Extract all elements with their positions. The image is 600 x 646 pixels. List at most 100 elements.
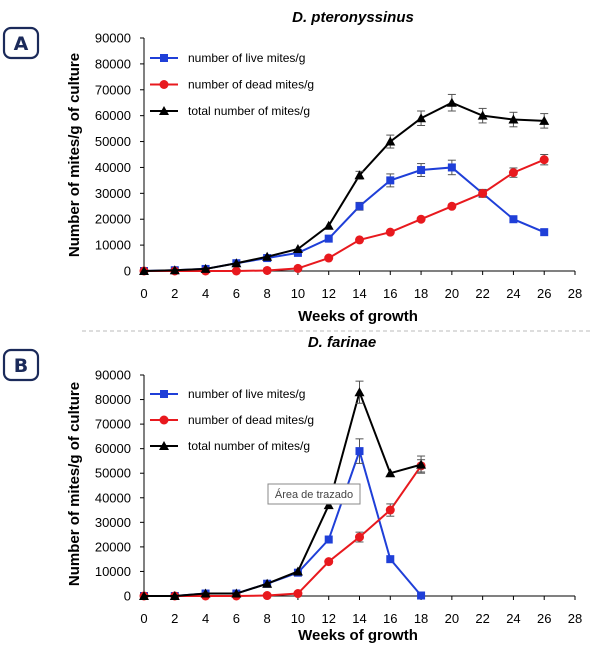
panel-a-x-axis-title: Weeks of growth xyxy=(298,308,418,325)
panel-a-y-tick-label: 20000 xyxy=(95,212,131,227)
panel-a-x-tick-label: 28 xyxy=(568,286,582,301)
panel-b-legend-item: number of dead mites/g xyxy=(150,413,314,427)
panel-b-y-tick-label: 50000 xyxy=(95,466,131,481)
panel-a-legend-label: number of live mites/g xyxy=(188,51,305,65)
panel-b-y-tick-label: 70000 xyxy=(95,417,131,432)
panel-b-y-tick-label: 60000 xyxy=(95,441,131,456)
panel-a-y-tick-label: 60000 xyxy=(95,108,131,123)
panel-a-title: D. pteronyssinus xyxy=(292,9,414,26)
panel-b-y-axis-title: Number of mites/g of culture xyxy=(66,382,83,586)
panel-a-series-dead-point xyxy=(509,168,518,177)
panel-a-legend-item: total number of mites/g xyxy=(150,104,310,118)
panel-a-x-tick-label: 6 xyxy=(233,286,240,301)
panel-a-legend-label: number of dead mites/g xyxy=(188,78,314,92)
panel-b-legend-marker xyxy=(160,390,168,398)
panel-a-series-dead-point xyxy=(478,189,487,198)
panel-b-y-tick-label: 0 xyxy=(124,589,131,604)
panel-b-x-tick-label: 12 xyxy=(321,611,335,626)
panel-b-y-tick-label: 80000 xyxy=(95,392,131,407)
panel-a-x-tick-label: 22 xyxy=(475,286,489,301)
panel-b-series-total-point xyxy=(355,387,365,396)
panel-a-legend-marker xyxy=(160,54,168,62)
panel-b-series-live-point xyxy=(417,592,425,600)
panel-a-x-tick-label: 8 xyxy=(264,286,271,301)
panel-b-series-dead-point xyxy=(293,589,302,598)
panel-a-x-tick-label: 16 xyxy=(383,286,397,301)
panel-a-series-dead-point xyxy=(417,215,426,224)
panel-b-x-tick-label: 8 xyxy=(264,611,271,626)
panel-a-series-dead-point xyxy=(355,235,364,244)
panel-a-x-tick-label: 0 xyxy=(140,286,147,301)
panel-b-badge: B xyxy=(4,350,38,380)
panel-a-series-live xyxy=(140,160,548,275)
tooltip-text: Área de trazado xyxy=(275,488,353,501)
panel-a-series-dead-line xyxy=(144,160,544,271)
panel-a-series-dead xyxy=(140,155,549,276)
panel-b-series-live-point xyxy=(325,536,333,544)
panel-a-series-dead-point xyxy=(386,228,395,237)
panel-b: B D. farinae Number of mites/g of cultur… xyxy=(4,334,582,644)
panel-b-x-tick-label: 14 xyxy=(352,611,366,626)
panel-b-series-live-point xyxy=(356,447,364,455)
panel-b-x-tick-label: 6 xyxy=(233,611,240,626)
panel-b-series-live-line xyxy=(144,451,421,596)
panel-a-series-total-point xyxy=(447,98,457,107)
panel-b-x-tick-label: 18 xyxy=(414,611,428,626)
panel-b-legend-label: number of dead mites/g xyxy=(188,413,314,427)
panel-b-y-tick-label: 10000 xyxy=(95,564,131,579)
plot-area-tooltip: Área de trazado xyxy=(268,484,360,504)
panel-a-x-tick-label: 4 xyxy=(202,286,209,301)
panel-a-series-live-point xyxy=(509,215,517,223)
panel-a-y-tick-label: 80000 xyxy=(95,56,131,71)
panel-b-x-tick-label: 10 xyxy=(291,611,305,626)
panel-a-series-live-point xyxy=(540,228,548,236)
panel-b-y-tick-label: 90000 xyxy=(95,368,131,383)
panel-b-title: D. farinae xyxy=(308,334,376,351)
panel-b-series-live xyxy=(140,439,425,600)
panel-a-legend-label: total number of mites/g xyxy=(188,104,310,118)
panel-a-y-tick-label: 0 xyxy=(124,264,131,279)
panel-a-y-tick-label: 40000 xyxy=(95,160,131,175)
panel-b-x-tick-label: 16 xyxy=(383,611,397,626)
panel-a-x-tick-label: 24 xyxy=(506,286,520,301)
panel-b-series-dead-point xyxy=(386,506,395,515)
panel-a-legend-item: number of live mites/g xyxy=(150,51,305,65)
panel-a-series-live-point xyxy=(417,166,425,174)
panel-b-x-tick-label: 28 xyxy=(568,611,582,626)
panel-a-y-tick-label: 10000 xyxy=(95,238,131,253)
panel-b-series-dead-point xyxy=(263,591,272,600)
panel-a-badge: A xyxy=(4,28,38,58)
panel-a-y-tick-label: 50000 xyxy=(95,134,131,149)
panel-a-legend-item: number of dead mites/g xyxy=(150,78,314,92)
panel-b-x-tick-label: 26 xyxy=(537,611,551,626)
panel-b-series-dead-point xyxy=(324,557,333,566)
panel-b-x-tick-label: 20 xyxy=(445,611,459,626)
panel-b-legend-label: number of live mites/g xyxy=(188,387,305,401)
panel-a-x-tick-label: 14 xyxy=(352,286,366,301)
panel-b-x-tick-label: 2 xyxy=(171,611,178,626)
panel-a-series-dead-point xyxy=(324,254,333,263)
panel-a-series-dead-point xyxy=(232,267,241,276)
panel-b-legend-item: number of live mites/g xyxy=(150,387,305,401)
panel-b-x-tick-label: 24 xyxy=(506,611,520,626)
panel-b-label: B xyxy=(14,355,28,377)
panel-b-legend-item: total number of mites/g xyxy=(150,439,310,453)
panel-a-x-tick-label: 26 xyxy=(537,286,551,301)
panel-b-series-dead-point xyxy=(355,533,364,542)
panel-a-series-dead-point xyxy=(293,264,302,273)
panel-a-plot-area: 0 2 4 6 8 10 12 14 16 18 20 22 24 26 28010000200003000… xyxy=(95,31,582,302)
panel-a-series-dead-point xyxy=(263,266,272,275)
panel-a-series-total-point xyxy=(416,113,426,122)
panel-a-series-dead-point xyxy=(540,155,549,164)
panel-a-x-tick-label: 10 xyxy=(291,286,305,301)
panel-a-y-tick-label: 30000 xyxy=(95,186,131,201)
panel-b-x-tick-label: 0 xyxy=(140,611,147,626)
panel-a-y-tick-label: 70000 xyxy=(95,82,131,97)
panel-b-x-tick-label: 4 xyxy=(202,611,209,626)
panel-a-series-live-point xyxy=(448,163,456,171)
panel-b-x-tick-label: 22 xyxy=(475,611,489,626)
panel-a-x-tick-label: 2 xyxy=(171,286,178,301)
panel-a: A D. pteronyssinus Number of mites/g of … xyxy=(4,9,582,325)
panel-a-legend-marker xyxy=(160,80,169,89)
panel-b-y-tick-label: 20000 xyxy=(95,539,131,554)
